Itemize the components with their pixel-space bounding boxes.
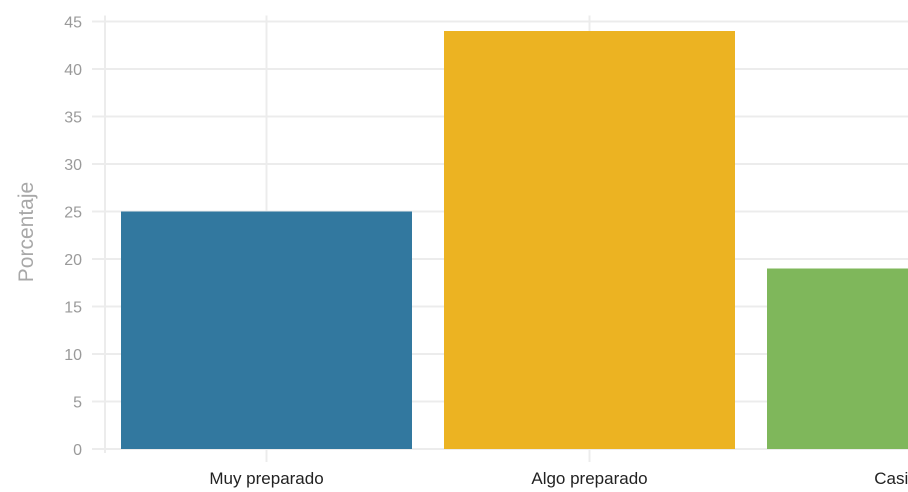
bar-2 (444, 31, 735, 449)
y-tick-label-35: 35 (64, 110, 82, 127)
x-axis-ticks: Muy preparado Algo preparado Casi nada (209, 469, 908, 488)
y-tick-label-40: 40 (64, 62, 82, 79)
y-tick-label-10: 10 (64, 347, 82, 364)
y-tick-label-30: 30 (64, 157, 82, 174)
x-tick-label-2: Algo preparado (531, 469, 647, 488)
y-tick-label-5: 5 (73, 395, 82, 412)
bar-1 (121, 211, 412, 449)
y-tick-label-0: 0 (73, 442, 82, 459)
y-axis-title: Porcentaje (15, 182, 38, 282)
bars (121, 31, 908, 449)
bar-3 (767, 268, 908, 449)
y-tick-label-20: 20 (64, 252, 82, 269)
x-tick-label-1: Muy preparado (209, 469, 323, 488)
y-axis-ticks: 0 5 10 15 20 25 30 35 40 45 (64, 15, 82, 460)
y-tick-label-45: 45 (64, 15, 82, 32)
y-tick-label-25: 25 (64, 205, 82, 222)
y-tick-label-15: 15 (64, 300, 82, 317)
x-tick-label-3: Casi nada (874, 469, 908, 488)
